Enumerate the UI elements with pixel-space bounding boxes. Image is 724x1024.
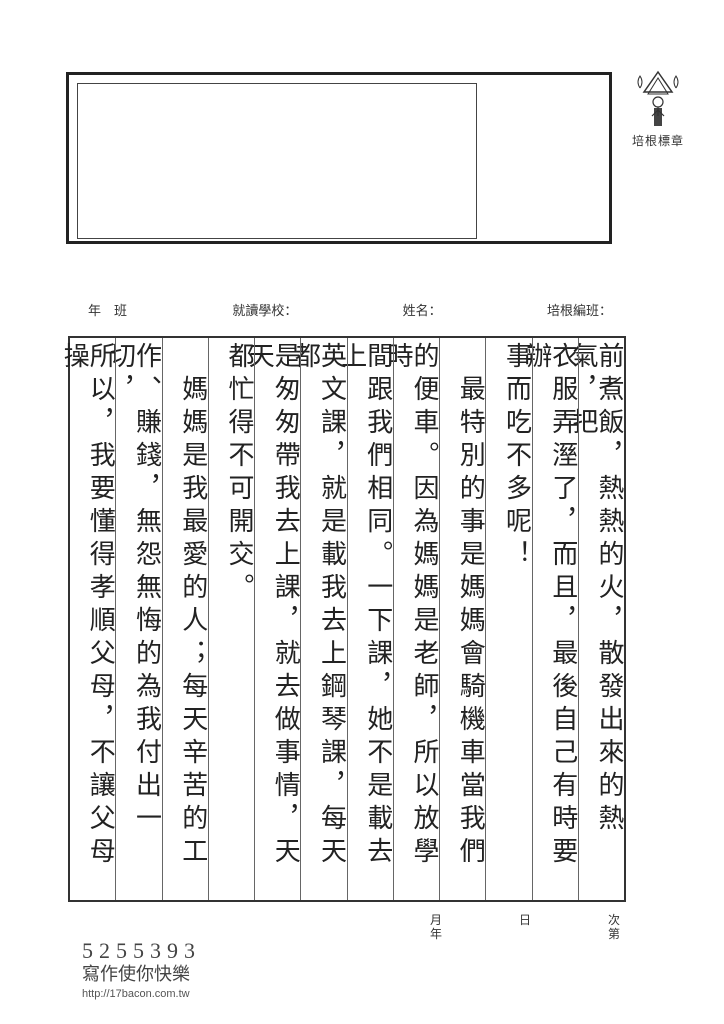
column-text: 媽媽是我最愛的人；每天辛苦的工	[180, 342, 206, 902]
badge-area: 培根標章	[628, 68, 688, 149]
name-label: 姓名：	[403, 300, 442, 340]
grade-label: 年 班	[88, 300, 127, 340]
grid-column: 媽媽是我最愛的人；每天辛苦的工	[163, 338, 209, 900]
teacher-comment-box	[66, 72, 612, 244]
school-label: 就讀學校：	[232, 300, 297, 340]
footer-url: http://17bacon.com.tw	[82, 988, 190, 1000]
comment-box-inner	[77, 83, 477, 239]
manuscript-page: 培根標章 培根編班： 姓名： 就讀學校： 年 班 前煮飯，熱熱的火，散發出來的熱…	[0, 0, 724, 1024]
grid-column: 都忙得不可開交。	[209, 338, 255, 900]
badge-label: 培根標章	[628, 132, 688, 149]
footer-slogan: 寫作使你快樂	[82, 960, 190, 986]
grid-column: 前煮飯，熱熱的火，散發出來的熱氣，把	[579, 338, 624, 900]
column-text: 事而吃不多呢！	[504, 342, 530, 902]
grid-column: 所以，我要懂得孝順父母，不讓父母操	[70, 338, 116, 900]
grid-column: 最特別的事是媽媽會騎機車當我們	[440, 338, 486, 900]
date-row-2: 年 第	[430, 925, 620, 942]
column-text: 所以，我要懂得孝順父母，不讓父母操	[61, 342, 113, 902]
writing-grid: 前煮飯，熱熱的火，散發出來的熱氣，把 衣服弄溼了，而且，最後自己有時要辦 事而吃…	[68, 336, 626, 902]
grid-column: 作、賺錢，無怨無悔的為我付出一切，	[116, 338, 162, 900]
header-labels: 培根編班： 姓名： 就讀學校： 年 班	[78, 300, 622, 340]
badge-icon	[634, 68, 682, 128]
column-text: 最特別的事是媽媽會騎機車當我們	[457, 342, 483, 902]
grid-column: 衣服弄溼了，而且，最後自己有時要辦	[533, 338, 579, 900]
column-text: 都忙得不可開交。	[226, 342, 252, 902]
class-label: 培根編班：	[547, 300, 612, 340]
date-year: 年	[430, 925, 442, 942]
grid-column: 英文課，就是載我去上鋼琴課，每天都	[301, 338, 347, 900]
grid-column: 間跟我們相同。一下課，她不是載去上	[348, 338, 394, 900]
grid-column: 是匆匆帶我去上課，就去做事情，天天	[255, 338, 301, 900]
date-session: 第	[608, 925, 620, 942]
grid-column: 事而吃不多呢！	[486, 338, 532, 900]
grid-column: 的便車。因為媽媽是老師，所以放學時	[394, 338, 440, 900]
